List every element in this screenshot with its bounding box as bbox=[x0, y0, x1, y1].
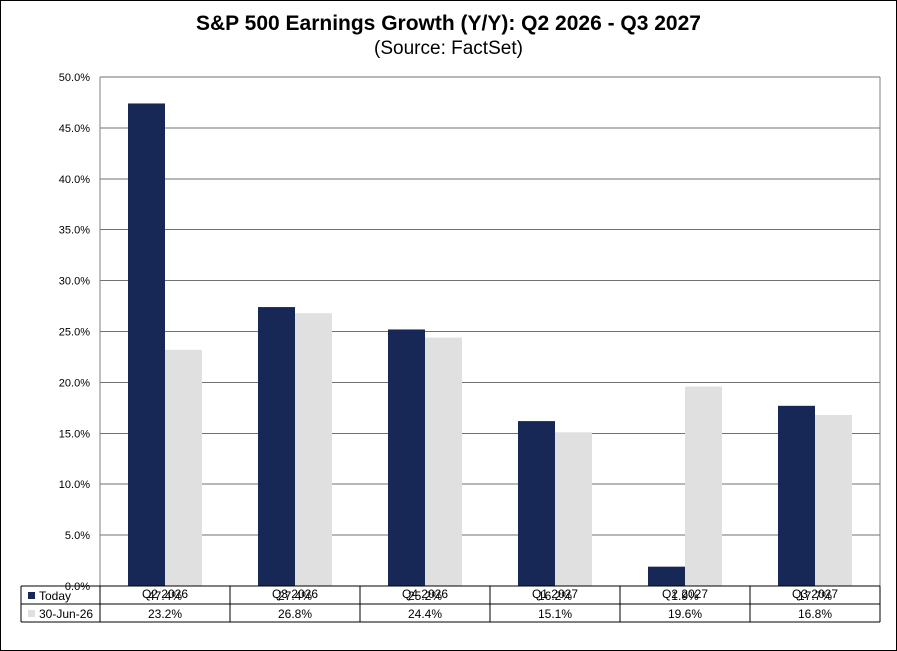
y-tick-label: 20.0% bbox=[59, 377, 90, 389]
x-tick-label: Q3 2026 bbox=[272, 587, 318, 601]
data-label: 47.4% bbox=[148, 589, 182, 603]
bar-prior bbox=[165, 349, 202, 586]
chart-subtitle: (Source: FactSet) bbox=[374, 38, 523, 59]
bar-today bbox=[648, 566, 685, 586]
data-label: 23.2% bbox=[148, 607, 182, 621]
data-label: 17.7% bbox=[798, 589, 832, 603]
bar-today bbox=[128, 103, 165, 586]
x-tick-label: Q1 2027 bbox=[532, 587, 578, 601]
bar-prior bbox=[685, 386, 722, 586]
data-label: 16.2% bbox=[538, 589, 572, 603]
y-tick-label: 50.0% bbox=[59, 72, 90, 84]
x-tick-label: Q2 2027 bbox=[662, 587, 708, 601]
y-tick-label: 5.0% bbox=[65, 530, 90, 542]
y-tick-label: 15.0% bbox=[59, 428, 90, 440]
legend-key-today bbox=[28, 592, 35, 599]
chart-title: S&P 500 Earnings Growth (Y/Y): Q2 2026 -… bbox=[196, 12, 701, 35]
data-label: 27.4% bbox=[278, 589, 312, 603]
legend-key-prior bbox=[28, 610, 35, 617]
y-tick-label: 45.0% bbox=[59, 123, 90, 135]
data-label: 15.1% bbox=[538, 607, 572, 621]
bar-prior bbox=[425, 337, 462, 586]
bar-today bbox=[388, 329, 425, 586]
bar-today bbox=[518, 421, 555, 586]
bar-today bbox=[778, 405, 815, 586]
bar-prior bbox=[815, 414, 852, 586]
bar-prior bbox=[555, 432, 592, 586]
data-label: 16.8% bbox=[798, 607, 832, 621]
y-tick-label: 0.0% bbox=[65, 581, 90, 593]
y-tick-label: 10.0% bbox=[59, 479, 90, 491]
data-label: 19.6% bbox=[668, 607, 702, 621]
bar-today bbox=[258, 307, 295, 586]
legend-label: 30-Jun-26 bbox=[39, 607, 93, 621]
data-label: 26.8% bbox=[278, 607, 312, 621]
data-label: 25.2% bbox=[408, 589, 442, 603]
legend-label: Today bbox=[39, 589, 71, 603]
data-label: 1.9% bbox=[671, 589, 699, 603]
bar-prior bbox=[295, 313, 332, 586]
y-tick-label: 40.0% bbox=[59, 174, 90, 186]
x-tick-label: Q4 2026 bbox=[402, 587, 448, 601]
y-tick-label: 25.0% bbox=[59, 327, 90, 339]
y-tick-label: 35.0% bbox=[59, 225, 90, 237]
data-label: 24.4% bbox=[408, 607, 442, 621]
x-tick-label: Q2 2026 bbox=[142, 587, 188, 601]
y-tick-label: 30.0% bbox=[59, 276, 90, 288]
x-tick-label: Q3 2027 bbox=[792, 587, 838, 601]
